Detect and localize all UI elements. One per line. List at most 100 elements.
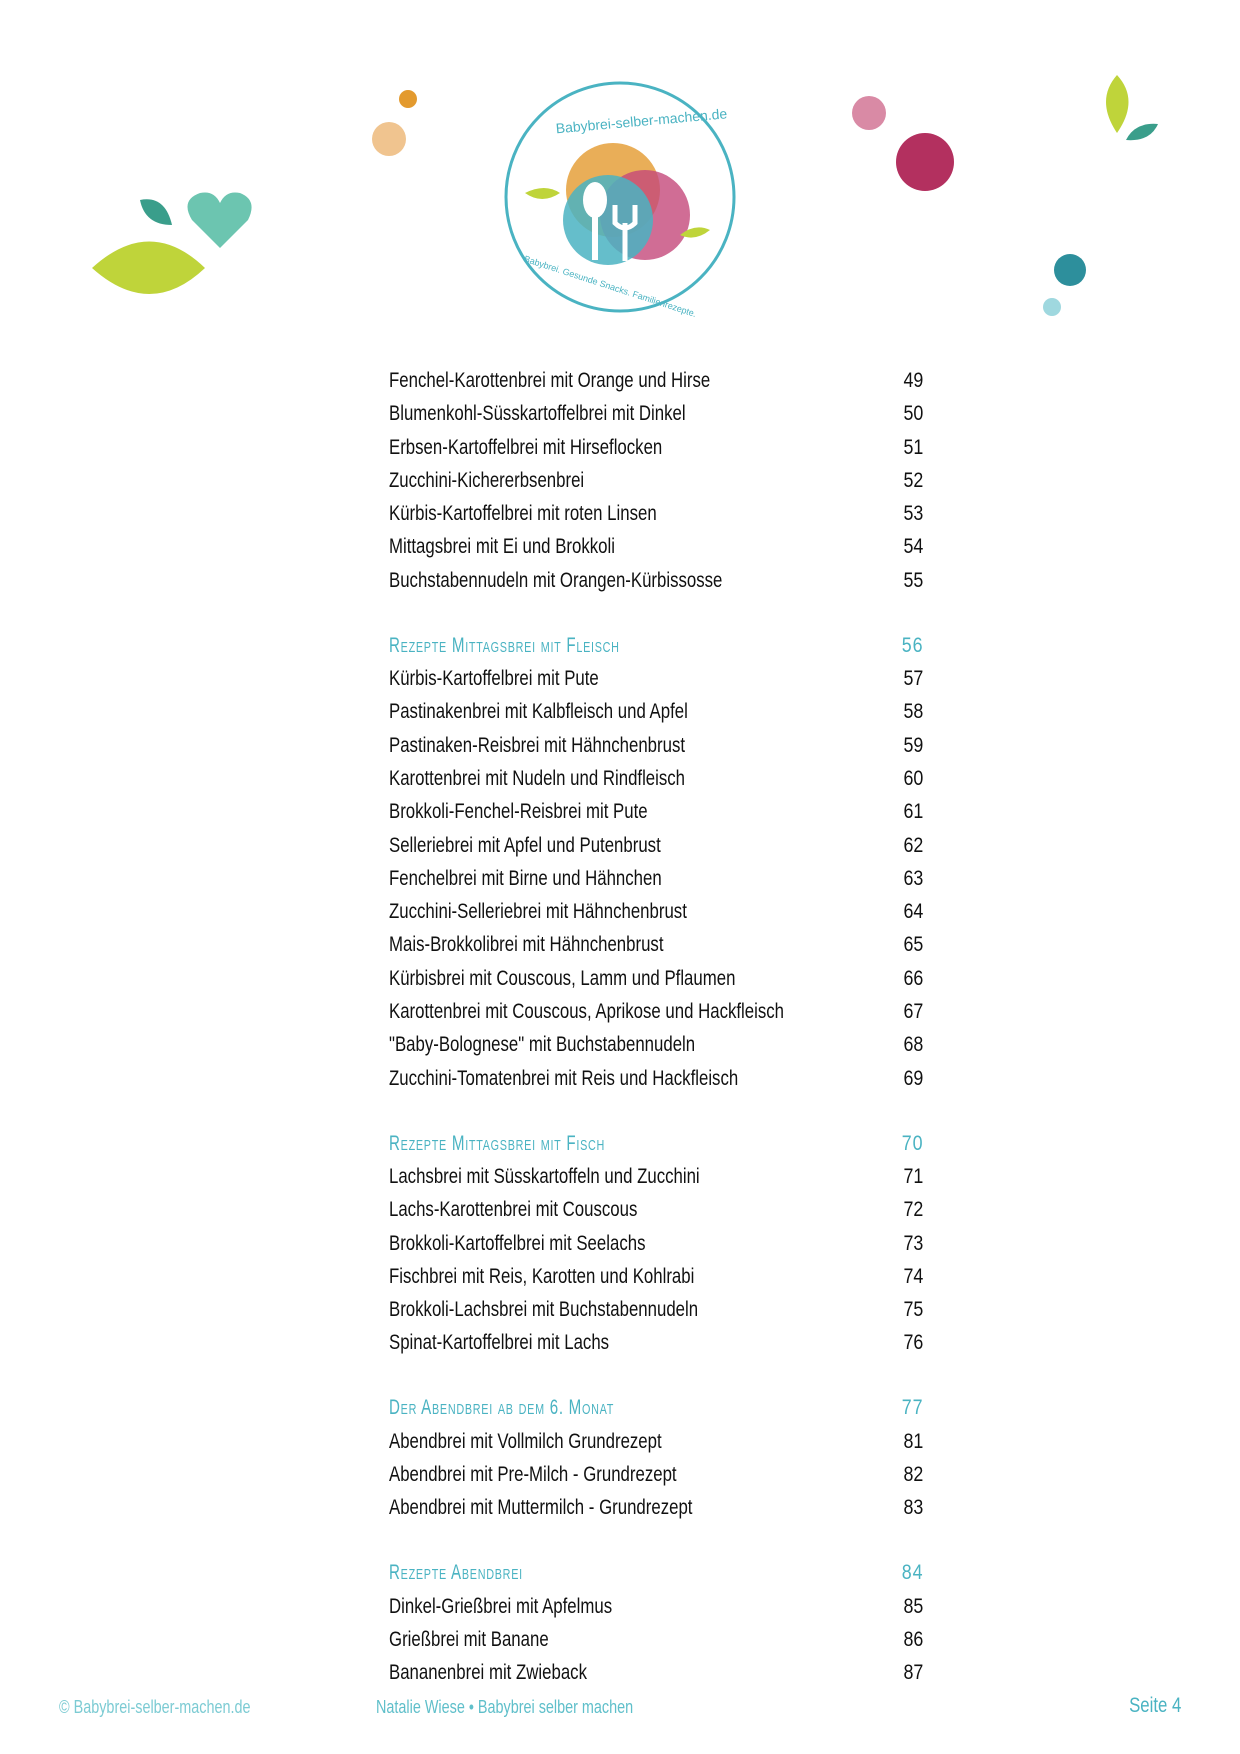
toc-entry-page: 59 <box>903 733 923 757</box>
toc-entry-title: Zucchini-Tomatenbrei mit Reis und Hackfl… <box>389 1066 739 1090</box>
toc-entry[interactable]: Fenchelbrei mit Birne und Hähnchen 63 <box>389 862 923 895</box>
toc-entry[interactable]: Kürbisbrei mit Couscous, Lamm und Pflaum… <box>389 962 923 995</box>
toc-entry-page: 72 <box>903 1198 923 1222</box>
toc-entry[interactable]: Brokkoli-Kartoffelbrei mit Seelachs 73 <box>389 1227 923 1260</box>
toc-entry-page: 53 <box>903 502 923 526</box>
toc-entry[interactable]: Abendbrei mit Pre-Milch - Grundrezept 82 <box>389 1458 923 1491</box>
toc-entry-title: Blumenkohl-Süsskartoffelbrei mit Dinkel <box>389 402 686 426</box>
toc-entry[interactable]: Grießbrei mit Banane 86 <box>389 1623 923 1656</box>
toc-entry-title: Rezepte Mittagsbrei mit Fleisch <box>389 633 620 657</box>
toc-entry-page: 71 <box>903 1164 923 1188</box>
toc-entry[interactable]: Kürbis-Kartoffelbrei mit roten Linsen 53 <box>389 497 923 530</box>
toc-entry-page: 54 <box>903 535 923 559</box>
toc-entry-title: Mais-Brokkolibrei mit Hähnchenbrust <box>389 933 664 957</box>
toc-entry-page: 50 <box>903 402 923 426</box>
toc-entry-title: Buchstabennudeln mit Orangen-Kürbissosse <box>389 568 723 592</box>
toc-entry[interactable]: Buchstabennudeln mit Orangen-Kürbissosse… <box>389 564 923 597</box>
toc-entry[interactable]: Karottenbrei mit Couscous, Aprikose und … <box>389 995 923 1028</box>
toc-entry-page: 57 <box>903 667 923 691</box>
toc-entry-title: Karottenbrei mit Couscous, Aprikose und … <box>389 1000 784 1024</box>
toc-entry-page: 61 <box>903 800 923 824</box>
toc-entry-page: 49 <box>903 369 923 392</box>
toc-entry-page: 51 <box>903 435 923 459</box>
toc-entry-page: 86 <box>903 1627 923 1651</box>
logo: Babybrei-selber-machen.de Babybrei. Gesu… <box>504 81 736 319</box>
toc-entry[interactable]: Fenchel-Karottenbrei mit Orange und Hirs… <box>389 364 923 397</box>
toc-entry[interactable]: Abendbrei mit Vollmilch Grundrezept 81 <box>389 1425 923 1458</box>
toc-entry-title: Kürbis-Kartoffelbrei mit roten Linsen <box>389 502 657 526</box>
toc-entry-title: Grießbrei mit Banane <box>389 1627 549 1651</box>
toc-section-heading[interactable]: Der Abendbrei ab dem 6. Monat 77 <box>389 1391 923 1424</box>
decorations: Babybrei-selber-machen.de Babybrei. Gesu… <box>92 75 1158 319</box>
toc-entry[interactable]: Mais-Brokkolibrei mit Hähnchenbrust 65 <box>389 928 923 961</box>
toc-entry[interactable]: Bananenbrei mit Zwieback 87 <box>389 1656 923 1689</box>
toc-entry[interactable]: Blumenkohl-Süsskartoffelbrei mit Dinkel 5… <box>389 397 923 430</box>
toc-entry-title: Zucchini-Selleriebrei mit Hähnchenbrust <box>389 900 687 924</box>
toc-entry[interactable]: Abendbrei mit Muttermilch - Grundrezept 8… <box>389 1491 923 1524</box>
toc-entry[interactable]: "Baby-Bolognese" mit Buchstabennudeln 68 <box>389 1028 923 1061</box>
toc-entry[interactable]: Karottenbrei mit Nudeln und Rindfleisch 6… <box>389 762 923 795</box>
leaf-icon <box>140 199 172 225</box>
toc-entry[interactable]: Brokkoli-Fenchel-Reisbrei mit Pute 61 <box>389 795 923 828</box>
toc-entry-title: Pastinaken-Reisbrei mit Hähnchenbrust <box>389 733 686 757</box>
toc-entry-title: Karottenbrei mit Nudeln und Rindfleisch <box>389 766 686 790</box>
toc-entry[interactable]: Zucchini-Tomatenbrei mit Reis und Hackfl… <box>389 1062 923 1095</box>
toc-entry-page: 63 <box>903 866 923 890</box>
toc-entry[interactable]: Kürbis-Kartoffelbrei mit Pute 57 <box>389 662 923 695</box>
toc-entry-title: Zucchini-Kichererbsenbrei <box>389 468 585 492</box>
toc-section-heading[interactable]: Rezepte Abendbrei 84 <box>389 1556 923 1589</box>
toc-section-heading[interactable]: Rezepte Mittagsbrei mit Fleisch 56 <box>389 629 923 662</box>
toc-entry-title: Brokkoli-Lachsbrei mit Buchstabennudeln <box>389 1298 699 1322</box>
toc-entry-page: 76 <box>903 1331 923 1355</box>
toc-entry-page: 82 <box>903 1462 923 1486</box>
toc-entry-page: 52 <box>903 468 923 492</box>
toc-entry-page: 60 <box>903 766 923 790</box>
toc-entry-page: 68 <box>903 1033 923 1057</box>
heart-icon <box>187 192 252 248</box>
toc-entry-page: 56 <box>901 633 923 657</box>
toc-entry[interactable]: Mittagsbrei mit Ei und Brokkoli 54 <box>389 530 923 563</box>
toc-entry-title: Lachs-Karottenbrei mit Couscous <box>389 1198 638 1222</box>
toc-entry-page: 87 <box>903 1661 923 1685</box>
toc-entry-title: Bananenbrei mit Zwieback <box>389 1661 587 1685</box>
dot-light-teal <box>1043 298 1061 316</box>
toc-entry-title: Mittagsbrei mit Ei und Brokkoli <box>389 535 615 559</box>
toc-entry-title: Fenchelbrei mit Birne und Hähnchen <box>389 866 662 890</box>
toc-entry[interactable]: Erbsen-Kartoffelbrei mit Hirseflocken 51 <box>389 431 923 464</box>
leaf-icon <box>1106 75 1129 133</box>
toc-entry-title: Lachsbrei mit Süsskartoffeln und Zucchin… <box>389 1164 700 1188</box>
toc-entry-title: Rezepte Mittagsbrei mit Fisch <box>389 1131 606 1155</box>
toc-entry-page: 85 <box>903 1594 923 1618</box>
toc-entry-page: 69 <box>903 1066 923 1090</box>
toc-entry-title: Fenchel-Karottenbrei mit Orange und Hirs… <box>389 369 711 392</box>
toc-entry-page: 81 <box>903 1429 923 1453</box>
dot-magenta <box>896 133 954 191</box>
toc-entry[interactable]: Spinat-Kartoffelbrei mit Lachs 76 <box>389 1326 923 1359</box>
toc-entry[interactable]: Pastinaken-Reisbrei mit Hähnchenbrust 59 <box>389 729 923 762</box>
leaf-icon <box>92 241 205 294</box>
toc-entry[interactable]: Lachsbrei mit Süsskartoffeln und Zucchin… <box>389 1160 923 1193</box>
toc-entry[interactable]: Pastinakenbrei mit Kalbfleisch und Apfel… <box>389 695 923 728</box>
toc-entry-page: 77 <box>901 1396 923 1420</box>
dot-orange <box>399 90 417 108</box>
toc-entry-title: Kürbis-Kartoffelbrei mit Pute <box>389 667 599 691</box>
toc-entry[interactable]: Lachs-Karottenbrei mit Couscous 72 <box>389 1193 923 1226</box>
toc-entry-page: 70 <box>901 1131 923 1155</box>
toc-entry-title: Der Abendbrei ab dem 6. Monat <box>389 1396 615 1420</box>
toc-entry[interactable]: Zucchini-Selleriebrei mit Hähnchenbrust 6… <box>389 895 923 928</box>
toc-entry-title: Rezepte Abendbrei <box>389 1561 523 1585</box>
toc-entry-title: Brokkoli-Kartoffelbrei mit Seelachs <box>389 1231 646 1255</box>
toc-section-heading[interactable]: Rezepte Mittagsbrei mit Fisch 70 <box>389 1127 923 1160</box>
toc-entry[interactable]: Fischbrei mit Reis, Karotten und Kohlrab… <box>389 1260 923 1293</box>
toc-entry-title: Abendbrei mit Muttermilch - Grundrezept <box>389 1496 693 1520</box>
toc-entry-title: Selleriebrei mit Apfel und Putenbrust <box>389 833 661 857</box>
toc-entry-page: 84 <box>901 1561 923 1585</box>
toc-entry[interactable]: Dinkel-Grießbrei mit Apfelmus 85 <box>389 1590 923 1623</box>
leaf-icon <box>1126 123 1158 141</box>
dot-pink <box>852 96 886 130</box>
toc-entry-page: 58 <box>903 700 923 724</box>
toc-entry[interactable]: Zucchini-Kichererbsenbrei 52 <box>389 464 923 497</box>
toc-entry-title: Dinkel-Grießbrei mit Apfelmus <box>389 1594 613 1618</box>
toc-entry[interactable]: Brokkoli-Lachsbrei mit Buchstabennudeln 7… <box>389 1293 923 1326</box>
toc-entry[interactable]: Selleriebrei mit Apfel und Putenbrust 62 <box>389 829 923 862</box>
